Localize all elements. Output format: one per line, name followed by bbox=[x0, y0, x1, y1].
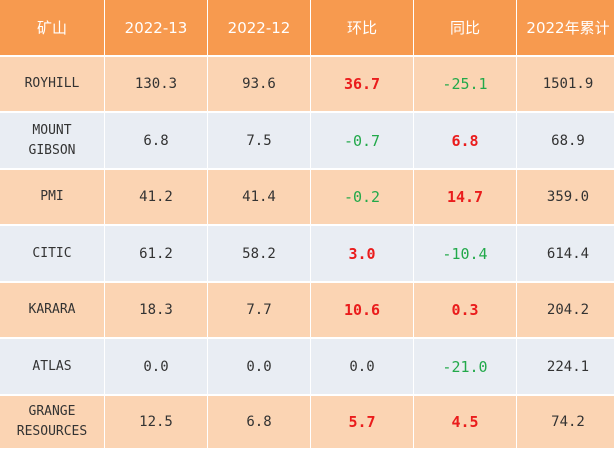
mom-change-cell: -0.7 bbox=[311, 113, 413, 170]
mine-name-cell: KARARA bbox=[0, 283, 104, 339]
mine-name-line: MOUNT bbox=[32, 122, 72, 138]
header-2022-cumulative: 2022年累计 bbox=[517, 0, 614, 57]
value-2022-12-cell: 6.8 bbox=[208, 396, 310, 450]
header-mom: 环比 bbox=[311, 0, 413, 57]
value-2022-12-cell: 41.4 bbox=[208, 170, 310, 226]
value-2022-12-cell: 58.2 bbox=[208, 226, 310, 283]
value-2022-12-cell: 93.6 bbox=[208, 57, 310, 113]
mine-name-cell: GRANGE RESOURCES bbox=[0, 396, 104, 450]
mine-name-line: KARARA bbox=[28, 302, 76, 317]
cumulative-2022-cell: 204.2 bbox=[517, 283, 614, 339]
value-2022-12-cell: 0.0 bbox=[208, 339, 310, 396]
cumulative-2022-cell: 614.4 bbox=[517, 226, 614, 283]
header-yoy: 同比 bbox=[414, 0, 516, 57]
header-2022-12: 2022-12 bbox=[208, 0, 310, 57]
mine-name-cell: ATLAS bbox=[0, 339, 104, 396]
value-2022-13-cell: 61.2 bbox=[105, 226, 207, 283]
mine-name-line: ATLAS bbox=[32, 358, 72, 374]
value-2022-12-cell: 7.7 bbox=[208, 283, 310, 339]
mom-change-cell: -0.2 bbox=[311, 170, 413, 226]
value-2022-13-cell: 6.8 bbox=[105, 113, 207, 170]
mom-change-cell: 0.0 bbox=[311, 339, 413, 396]
yoy-change-cell: 0.3 bbox=[414, 283, 516, 339]
mom-change-cell: 3.0 bbox=[311, 226, 413, 283]
mine-name-line: ROYHILL bbox=[24, 76, 80, 91]
cumulative-2022-cell: 359.0 bbox=[517, 170, 614, 226]
cumulative-2022-cell: 224.1 bbox=[517, 339, 614, 396]
mom-change-cell: 10.6 bbox=[311, 283, 413, 339]
cumulative-2022-cell: 68.9 bbox=[517, 113, 614, 170]
mine-name-cell: CITIC bbox=[0, 226, 104, 283]
mom-change-cell: 5.7 bbox=[311, 396, 413, 450]
mine-name-line: GRANGE bbox=[28, 404, 76, 419]
yoy-change-cell: -25.1 bbox=[414, 57, 516, 113]
value-2022-13-cell: 18.3 bbox=[105, 283, 207, 339]
value-2022-12-cell: 7.5 bbox=[208, 113, 310, 170]
mom-change-cell: 36.7 bbox=[311, 57, 413, 113]
value-2022-13-cell: 41.2 bbox=[105, 170, 207, 226]
yoy-change-cell: -10.4 bbox=[414, 226, 516, 283]
yoy-change-cell: 6.8 bbox=[414, 113, 516, 170]
value-2022-13-cell: 0.0 bbox=[105, 339, 207, 396]
cumulative-2022-cell: 1501.9 bbox=[517, 57, 614, 113]
yoy-change-cell: -21.0 bbox=[414, 339, 516, 396]
mine-name-cell: ROYHILL bbox=[0, 57, 104, 113]
header-mine: 矿山 bbox=[0, 0, 104, 57]
mine-name-line: CITIC bbox=[32, 245, 72, 261]
value-2022-13-cell: 12.5 bbox=[105, 396, 207, 450]
cumulative-2022-cell: 74.2 bbox=[517, 396, 614, 450]
header-2022-13: 2022-13 bbox=[105, 0, 207, 57]
yoy-change-cell: 14.7 bbox=[414, 170, 516, 226]
value-2022-13-cell: 130.3 bbox=[105, 57, 207, 113]
yoy-change-cell: 4.5 bbox=[414, 396, 516, 450]
mine-name-cell: PMI bbox=[0, 170, 104, 226]
mine-name-line: PMI bbox=[40, 189, 64, 204]
mine-name-cell: MOUNT GIBSON bbox=[0, 113, 104, 170]
mine-name-line: GIBSON bbox=[28, 142, 76, 158]
mine-name-line: RESOURCES bbox=[16, 424, 88, 439]
